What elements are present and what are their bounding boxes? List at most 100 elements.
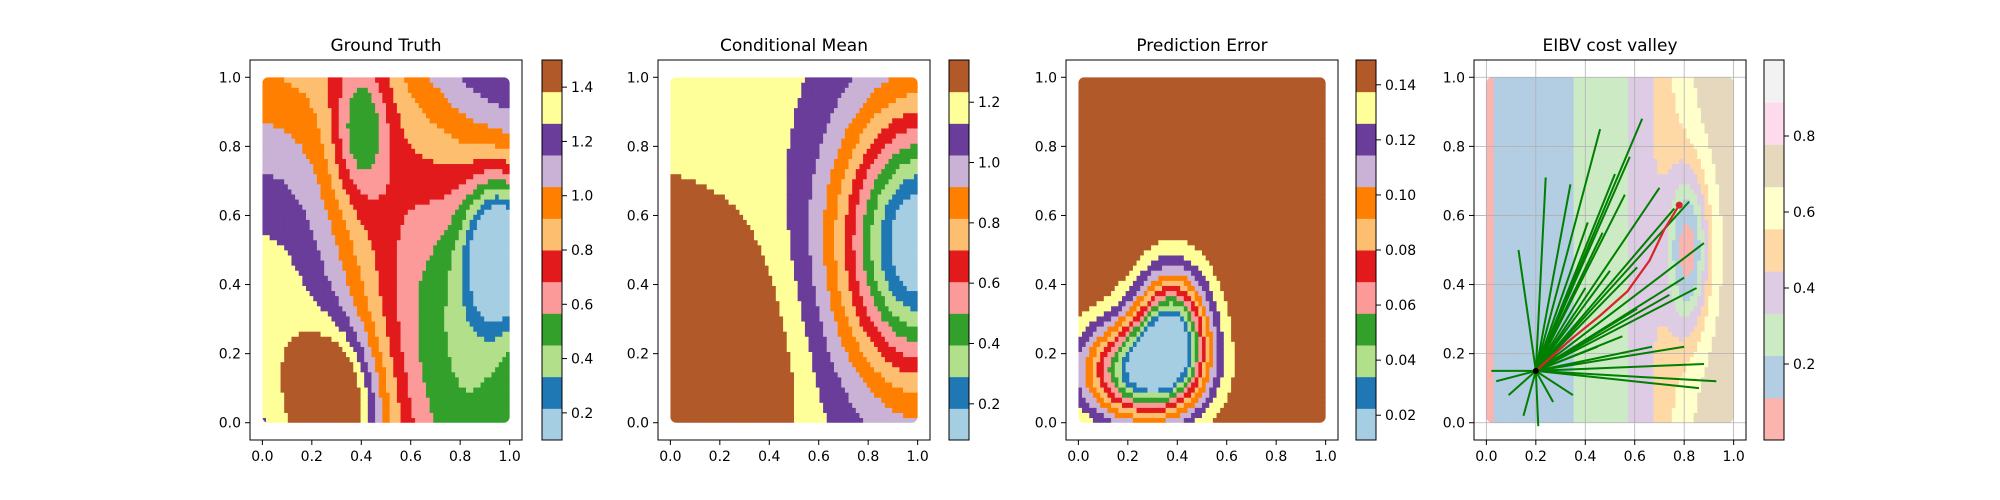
heatmap-cell [273,234,278,241]
heatmap-cell [375,239,380,246]
heatmap-cell [418,255,423,261]
heatmap-cell [375,336,380,342]
heatmap-cell [342,143,347,149]
heatmap-cell [375,316,380,322]
heatmap-cell [346,412,351,419]
heatmap-cell [356,133,361,139]
heatmap-cell [411,138,416,144]
heatmap-cell [447,133,452,139]
heatmap-cell [418,316,423,322]
heatmap-cell [411,148,416,154]
heatmap-cell [360,316,365,322]
heatmap-cell [418,310,423,317]
heatmap-cell [469,173,474,180]
heatmap-cell [415,341,420,347]
heatmap-cell [462,310,467,317]
heatmap-cell [306,336,311,342]
heatmap-cell [491,239,496,246]
heatmap-cell [476,377,481,383]
heatmap-cell [433,326,438,332]
heatmap-cell [411,194,416,200]
heatmap-cell [429,77,434,83]
heatmap-cell [284,280,289,286]
heatmap-cell [506,173,510,180]
heatmap-cell [495,341,500,347]
heatmap-cell [674,107,679,114]
heatmap-cell [422,102,427,109]
heatmap-cell [400,295,405,302]
heatmap-cell [364,112,369,119]
heatmap-cell [386,280,391,286]
heatmap-cell [455,351,460,358]
heatmap-cell [371,351,376,358]
heatmap-cell [331,407,336,413]
heatmap-cell [382,214,387,220]
heatmap-cell [324,234,329,241]
heatmap-cell [677,412,682,419]
heatmap-cell [389,255,394,261]
heatmap-cell [411,285,416,292]
heatmap-cell [469,138,474,144]
heatmap-cell [476,351,481,358]
heatmap-cell [378,107,383,114]
heatmap-cell [404,361,409,368]
heatmap-cell [346,148,351,154]
heatmap-cell [313,77,318,83]
heatmap-cell [396,234,401,241]
heatmap-cell [346,239,351,246]
heatmap-cell [360,371,365,378]
heatmap-cell [291,397,296,403]
heatmap-cell [396,133,401,139]
heatmap-cell [415,402,420,408]
heatmap-cell [306,310,311,317]
heatmap-cell [418,382,423,388]
heatmap-cell [266,336,271,342]
heatmap-cell [367,148,372,154]
heatmap-cell [284,158,289,165]
heatmap-cell [320,229,325,236]
heatmap-cell [498,168,503,175]
heatmap-cell [306,407,311,413]
heatmap-cell [444,138,449,144]
heatmap-cell [276,407,281,413]
heatmap-cell [487,270,492,276]
heatmap-cell [364,107,369,114]
heatmap-cell [440,178,445,185]
heatmap-cell [298,280,303,286]
heatmap-cell [674,194,679,200]
heatmap-cell [356,82,361,88]
heatmap-cell [320,412,325,419]
heatmap-cell [458,133,463,139]
heatmap-cell [670,234,675,241]
heatmap-cell [476,204,481,210]
heatmap-cell [378,392,383,398]
heatmap-cell [677,397,682,403]
heatmap-cell [389,122,394,129]
heatmap-cell [677,229,682,236]
heatmap-cell [670,275,675,281]
heatmap-cell [393,300,398,307]
heatmap-cell [335,336,340,342]
heatmap-cell [400,183,405,190]
heatmap-cell [407,250,412,256]
heatmap-cell [335,295,340,302]
heatmap-cell [429,290,434,297]
heatmap-cell [382,285,387,292]
heatmap-cell [491,229,496,236]
heatmap-cell [429,316,434,322]
heatmap-cell [458,260,463,266]
heatmap-cell [677,265,682,271]
heatmap-cell [411,407,416,413]
heatmap-cell [418,117,423,124]
heatmap-cell [400,234,405,241]
heatmap-cell [473,341,478,347]
heatmap-cell [273,92,278,98]
heatmap-cell [262,244,267,251]
heatmap-cell [382,234,387,241]
heatmap-cell [407,102,412,109]
heatmap-cell [444,300,449,307]
heatmap-cell [346,102,351,109]
heatmap-cell [407,346,412,352]
heatmap-cell [469,224,474,231]
heatmap-cell [451,326,456,332]
